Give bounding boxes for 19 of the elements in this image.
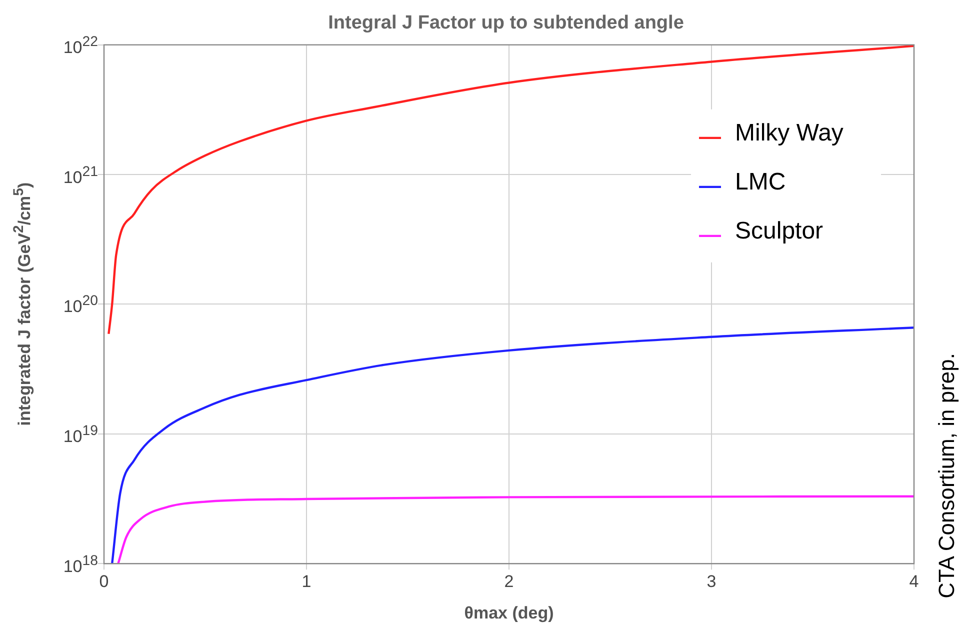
- chart-title: Integral J Factor up to subtended angle: [328, 12, 684, 34]
- text: CTA Consortium, in prep.: [934, 352, 960, 598]
- x-tick-label: 3: [706, 572, 716, 592]
- line-series: [111, 326, 914, 564]
- y-tick-label: 10$^{21}$: [63, 162, 98, 188]
- y-tick-label: 10$^{20}$: [63, 292, 98, 318]
- y-tick-label: 10$^{22}$: [63, 32, 98, 58]
- x-tick-label: 4: [909, 572, 919, 592]
- x-tick-label: 1: [302, 572, 312, 592]
- y-tick-label: 10$^{18}$: [63, 552, 98, 576]
- line-series: [117, 495, 914, 564]
- legend-label: Sculptor: [735, 218, 824, 245]
- legend-label: LMC: [735, 168, 786, 196]
- y-tick-label: 10$^{19}$: [63, 422, 98, 447]
- legend-label: Milky Way: [735, 120, 844, 147]
- x-tick-label: 0: [99, 572, 109, 592]
- x-axis-title: θmax (deg): [464, 603, 554, 622]
- x-tick-label: 2: [504, 572, 514, 592]
- line-series: [108, 44, 914, 336]
